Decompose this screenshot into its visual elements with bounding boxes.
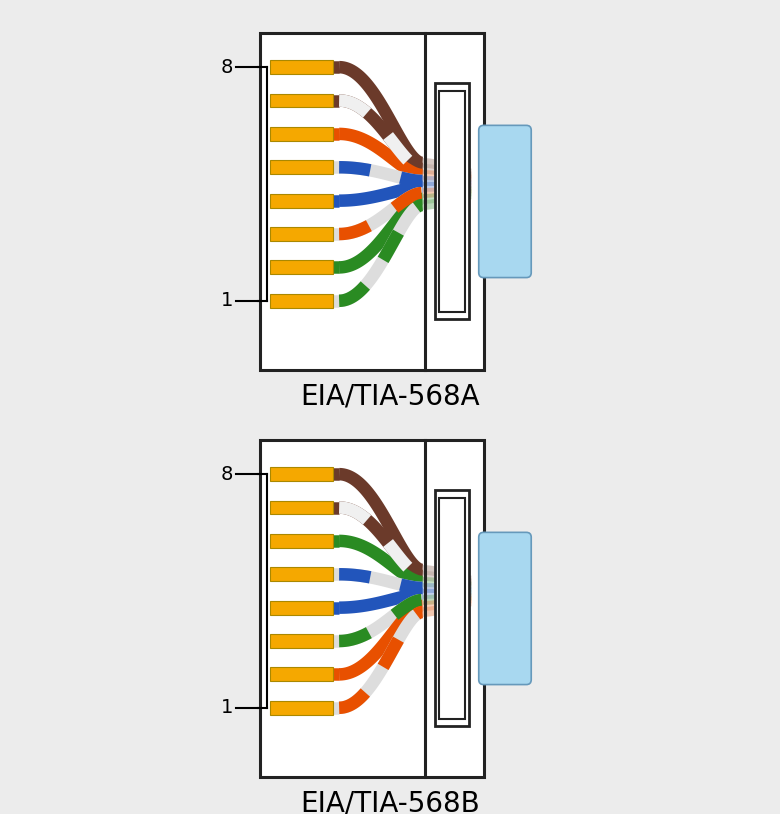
Text: 8: 8	[221, 58, 233, 77]
Text: EIA/TIA-568A: EIA/TIA-568A	[300, 383, 480, 411]
Bar	[270, 467, 333, 481]
Text: EIA/TIA-568B: EIA/TIA-568B	[300, 790, 480, 814]
Bar	[270, 634, 333, 648]
Bar	[270, 294, 333, 308]
Bar	[270, 534, 333, 548]
Text: 1: 1	[221, 698, 233, 717]
Bar	[270, 701, 333, 715]
Bar	[270, 160, 333, 174]
Bar	[270, 567, 333, 581]
Bar	[439, 90, 466, 313]
Bar	[270, 260, 333, 274]
Bar	[434, 84, 470, 320]
Bar	[439, 497, 466, 720]
Bar	[260, 440, 484, 777]
Bar	[270, 60, 333, 74]
FancyBboxPatch shape	[479, 532, 531, 685]
Bar	[270, 501, 333, 514]
Text: 8: 8	[221, 465, 233, 484]
Bar	[270, 667, 333, 681]
Bar	[270, 94, 333, 107]
Bar	[270, 601, 333, 615]
FancyBboxPatch shape	[479, 125, 531, 278]
Bar	[434, 490, 470, 726]
Text: 1: 1	[221, 291, 233, 310]
Bar	[270, 194, 333, 208]
Bar	[270, 227, 333, 241]
Bar	[270, 127, 333, 141]
Bar	[260, 33, 484, 370]
